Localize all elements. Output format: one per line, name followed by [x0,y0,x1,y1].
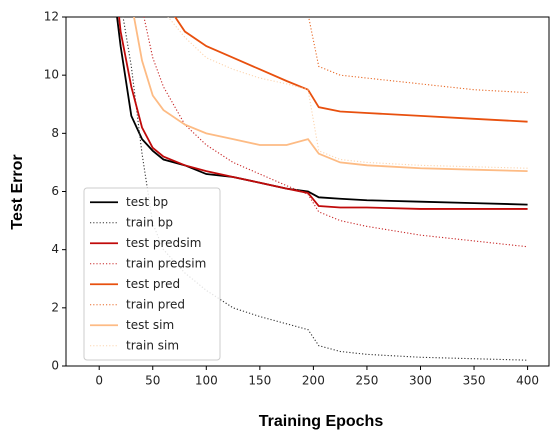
legend-label: train pred [126,297,185,311]
legend-label: train predsim [126,256,206,270]
x-tick-label: 150 [248,374,271,388]
lines [116,17,528,361]
x-tick-label: 50 [145,374,160,388]
series-line [167,17,528,169]
x-axis-title: Training Epochs [259,413,384,430]
series-line [116,17,528,206]
legend-label: train sim [126,338,179,352]
y-axis-title: Test Error [9,154,26,229]
x-tick-label: 350 [463,374,486,388]
legend-label: test predsim [126,236,201,250]
x-tick-label: 250 [355,374,378,388]
series-line [174,17,528,123]
x-tick-label: 300 [409,374,432,388]
y-tick-label: 4 [51,242,59,256]
y-tick-label: 8 [51,126,59,140]
x-tick-label: 0 [95,374,103,388]
series-line [143,17,528,248]
x-tick-label: 100 [195,374,218,388]
y-tick-label: 12 [44,10,59,24]
x-tick-label: 200 [302,374,325,388]
x-tick-label: 400 [516,374,539,388]
legend-box [83,187,221,361]
y-tick-label: 0 [51,359,59,373]
series-line [308,17,528,94]
legend-label: test pred [126,277,180,291]
legend-label: train bp [126,215,173,229]
y-tick-label: 10 [44,68,59,82]
y-tick-label: 6 [51,184,59,198]
series-line [118,17,528,210]
legend-label: test sim [126,318,174,332]
series-line [133,17,528,173]
y-tick-label: 2 [51,300,59,314]
legend-label: test bp [126,195,168,209]
